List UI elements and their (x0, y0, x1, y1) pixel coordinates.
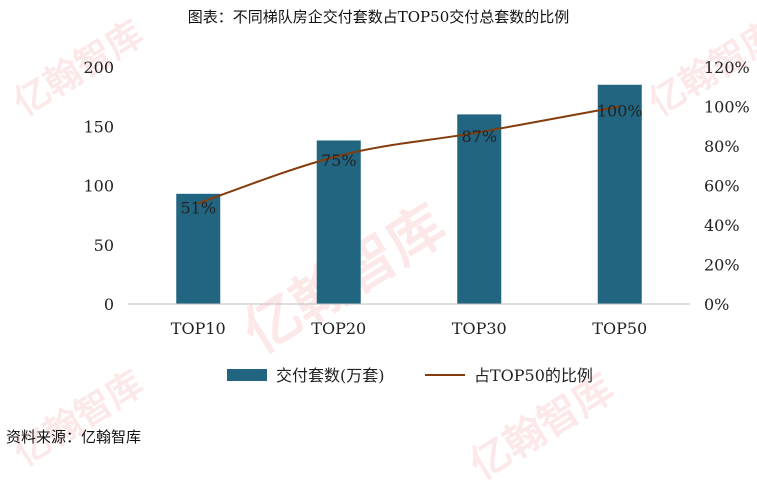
y-left-tick-label: 200 (83, 58, 114, 77)
bar-top30 (457, 114, 502, 305)
ratio-line (197, 105, 620, 205)
ratio-data-label: 75% (321, 151, 357, 170)
chart-title: 图表：不同梯队房企交付套数占TOP50交付总套数的比例 (187, 8, 570, 26)
x-tick-label: TOP10 (171, 319, 226, 338)
bar-top20 (316, 140, 361, 304)
y-right-tick-label: 0% (704, 295, 729, 314)
legend-swatch-bars (227, 369, 267, 381)
y-left-tick-label: 0 (104, 295, 114, 314)
y-right-tick-label: 40% (704, 216, 740, 235)
chart: 0 50 100 150 200 0% 20% 40% 60% 80% 100% 120% TOP10 T… (83, 58, 750, 385)
y-left-tick-label: 150 (83, 117, 114, 136)
legend-label-line: 占TOP50的比例 (474, 366, 593, 385)
y-right-tick-label: 80% (704, 137, 740, 156)
y-right-tick-label: 60% (704, 177, 740, 196)
y-right-tick-label: 120% (704, 58, 750, 77)
y-left-tick-label: 50 (94, 236, 114, 255)
x-tick-label: TOP20 (311, 319, 366, 338)
bar-top10 (176, 193, 221, 304)
ratio-data-label: 87% (461, 127, 497, 146)
y-left-tick-label: 100 (83, 177, 114, 196)
ratio-data-label: 100% (597, 102, 643, 121)
x-tick-label: TOP50 (592, 319, 647, 338)
source-note: 资料来源：亿翰智库 (6, 428, 142, 446)
y-right-tick-label: 100% (704, 98, 750, 117)
y-right-tick-label: 20% (704, 256, 740, 275)
legend-label-bars: 交付套数(万套) (276, 366, 385, 385)
ratio-data-label: 51% (180, 198, 216, 217)
bar-top50 (597, 84, 642, 305)
x-tick-label: TOP30 (452, 319, 507, 338)
